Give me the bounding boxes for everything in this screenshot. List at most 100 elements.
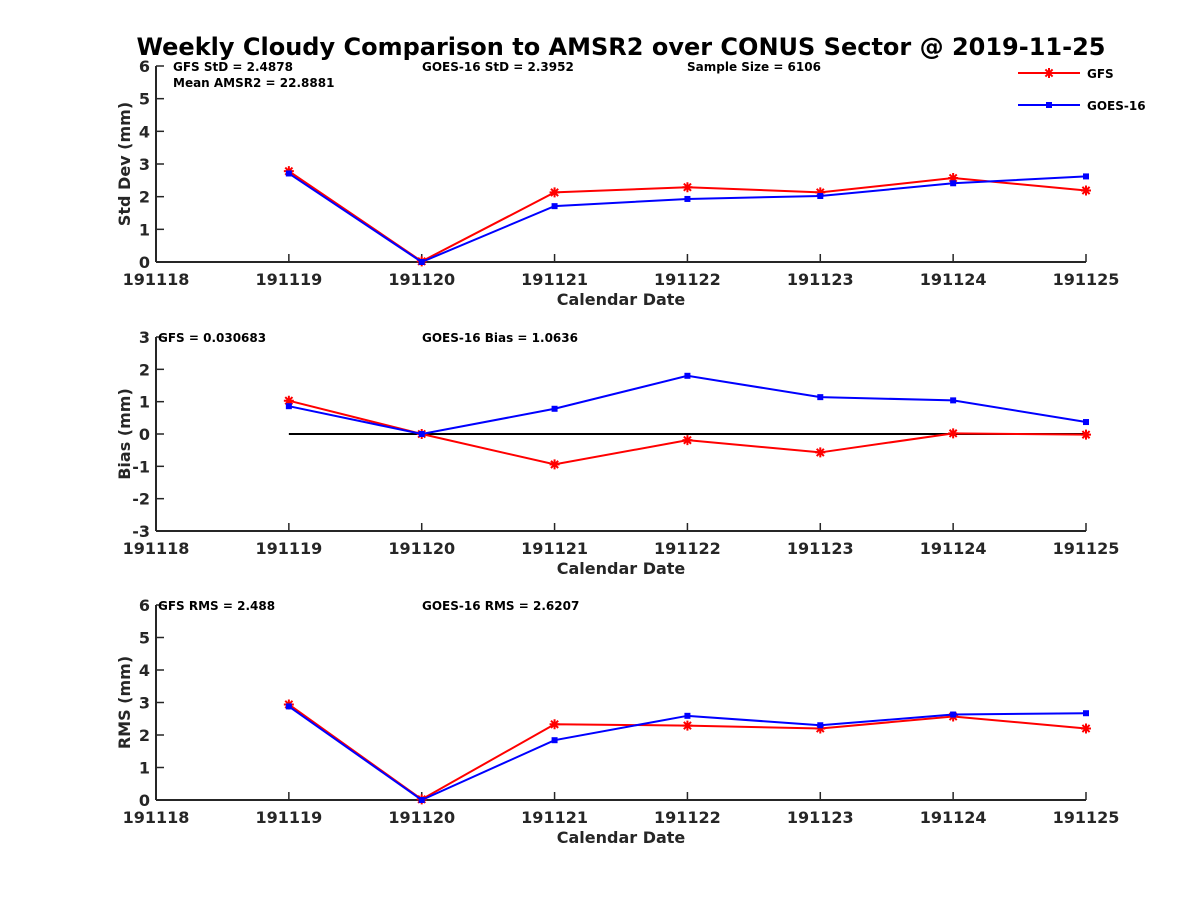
data-point-goes-16	[817, 193, 824, 200]
y-tick-label: 3	[139, 155, 150, 174]
y-axis-label: Bias (mm)	[115, 388, 134, 480]
y-tick-label: 1	[139, 393, 150, 412]
y-tick-label: 3	[139, 328, 150, 347]
panel-3: 0 1 2 3 4 5 6 191118 191119 191120 191121 191122 191…	[115, 596, 1119, 847]
x-tick-label: 191119	[255, 539, 322, 558]
data-point-goes-16	[950, 180, 957, 187]
data-point-gfs	[549, 459, 560, 470]
data-point-goes-16	[285, 703, 292, 710]
y-tick-label: 3	[139, 694, 150, 713]
data-point-gfs	[1081, 185, 1091, 196]
stat-annotation: GFS StD = 2.4878	[173, 60, 293, 74]
y-tick-label: -3	[132, 522, 150, 541]
data-point-gfs	[682, 720, 693, 731]
y-tick-label: -2	[132, 490, 150, 509]
x-tick-label: 191125	[1053, 270, 1120, 289]
x-tick-label: 191118	[123, 270, 190, 289]
data-point-gfs	[1081, 723, 1091, 734]
legend-marker-goes-16	[1046, 102, 1052, 108]
x-tick-label: 191120	[388, 270, 455, 289]
data-point-gfs	[549, 719, 560, 730]
data-point-goes-16	[551, 203, 558, 210]
legend-label-gfs: GFS	[1087, 67, 1114, 81]
y-tick-label: 0	[139, 791, 150, 810]
x-tick-label: 191124	[920, 270, 987, 289]
y-axis-label: Std Dev (mm)	[115, 102, 134, 226]
data-point-goes-16	[817, 722, 824, 729]
data-point-goes-16	[684, 372, 691, 379]
series-line-gfs	[288, 399, 1087, 466]
series-line-goes-16	[288, 705, 1087, 802]
data-point-gfs	[682, 435, 693, 446]
data-point-goes-16	[684, 712, 691, 719]
data-point-goes-16	[551, 405, 558, 412]
panel-2: -3 -2 -1 0 1 2 3 191118 191119 191120 191121 191122…	[115, 328, 1119, 578]
x-tick-label: 191125	[1053, 539, 1120, 558]
y-tick-label: 1	[139, 759, 150, 778]
data-point-goes-16	[950, 711, 957, 718]
y-tick-label: 0	[139, 253, 150, 272]
x-tick-label: 191122	[654, 539, 721, 558]
x-tick-label: 191121	[521, 808, 588, 827]
data-point-goes-16	[817, 394, 824, 401]
x-tick-label: 191120	[388, 539, 455, 558]
data-point-goes-16	[551, 737, 558, 744]
x-tick-label: 191125	[1053, 808, 1120, 827]
x-axis-label: Calendar Date	[557, 290, 686, 309]
data-point-gfs	[815, 447, 826, 458]
data-point-goes-16	[285, 170, 292, 177]
y-tick-label: 2	[139, 726, 150, 745]
y-tick-label: 2	[139, 188, 150, 207]
x-axis-label: Calendar Date	[557, 828, 686, 847]
x-tick-label: 191123	[787, 808, 854, 827]
data-point-goes-16	[418, 431, 425, 437]
stat-annotation: Mean AMSR2 = 22.8881	[173, 76, 334, 90]
stat-annotation: GFS = 0.030683	[158, 331, 266, 345]
x-tick-label: 191122	[654, 808, 721, 827]
y-tick-label: 6	[139, 596, 150, 615]
data-point-goes-16	[950, 397, 957, 404]
y-axis-label: RMS (mm)	[115, 656, 134, 749]
x-tick-label: 191118	[123, 808, 190, 827]
data-point-goes-16	[418, 259, 425, 265]
data-point-goes-16	[1083, 419, 1089, 426]
x-tick-label: 191119	[255, 808, 322, 827]
legend-marker-gfs	[1044, 68, 1054, 78]
x-tick-label: 191120	[388, 808, 455, 827]
data-point-gfs	[549, 187, 560, 198]
chart-title: Weekly Cloudy Comparison to AMSR2 over C…	[137, 33, 1106, 61]
y-tick-label: 5	[139, 629, 150, 648]
stat-annotation: GOES-16 Bias = 1.0636	[422, 331, 578, 345]
x-tick-label: 191122	[654, 270, 721, 289]
panel-1: 0 1 2 3 4 5 6 191118 191119 191120 191121 191122 191…	[115, 57, 1119, 309]
x-axis-label: Calendar Date	[557, 559, 686, 578]
x-tick-label: 191121	[521, 270, 588, 289]
data-point-goes-16	[418, 797, 425, 803]
data-point-gfs	[283, 395, 294, 406]
y-tick-label: 4	[139, 661, 150, 680]
series-line-goes-16	[288, 374, 1087, 436]
data-point-goes-16	[1083, 710, 1089, 717]
x-tick-label: 191118	[123, 539, 190, 558]
data-point-gfs	[815, 723, 826, 734]
stat-annotation: GFS RMS = 2.488	[158, 599, 275, 613]
y-tick-label: -1	[132, 457, 150, 476]
y-tick-label: 1	[139, 220, 150, 239]
y-tick-label: 5	[139, 90, 150, 109]
data-point-goes-16	[684, 195, 691, 202]
y-tick-label: 4	[139, 122, 150, 141]
y-tick-label: 6	[139, 57, 150, 76]
x-tick-label: 191124	[920, 539, 987, 558]
x-tick-label: 191124	[920, 808, 987, 827]
y-tick-label: 0	[139, 425, 150, 444]
stat-annotation: GOES-16 StD = 2.3952	[422, 60, 574, 74]
y-tick-label: 2	[139, 360, 150, 379]
chart-panels: 0 1 2 3 4 5 6 191118 191119 191120 191121 191122 191…	[115, 57, 1119, 847]
x-tick-label: 191123	[787, 270, 854, 289]
data-point-goes-16	[1083, 173, 1089, 180]
x-tick-label: 191121	[521, 539, 588, 558]
data-point-gfs	[682, 182, 693, 193]
data-point-gfs	[948, 173, 959, 184]
data-point-gfs	[815, 187, 826, 198]
x-tick-label: 191119	[255, 270, 322, 289]
